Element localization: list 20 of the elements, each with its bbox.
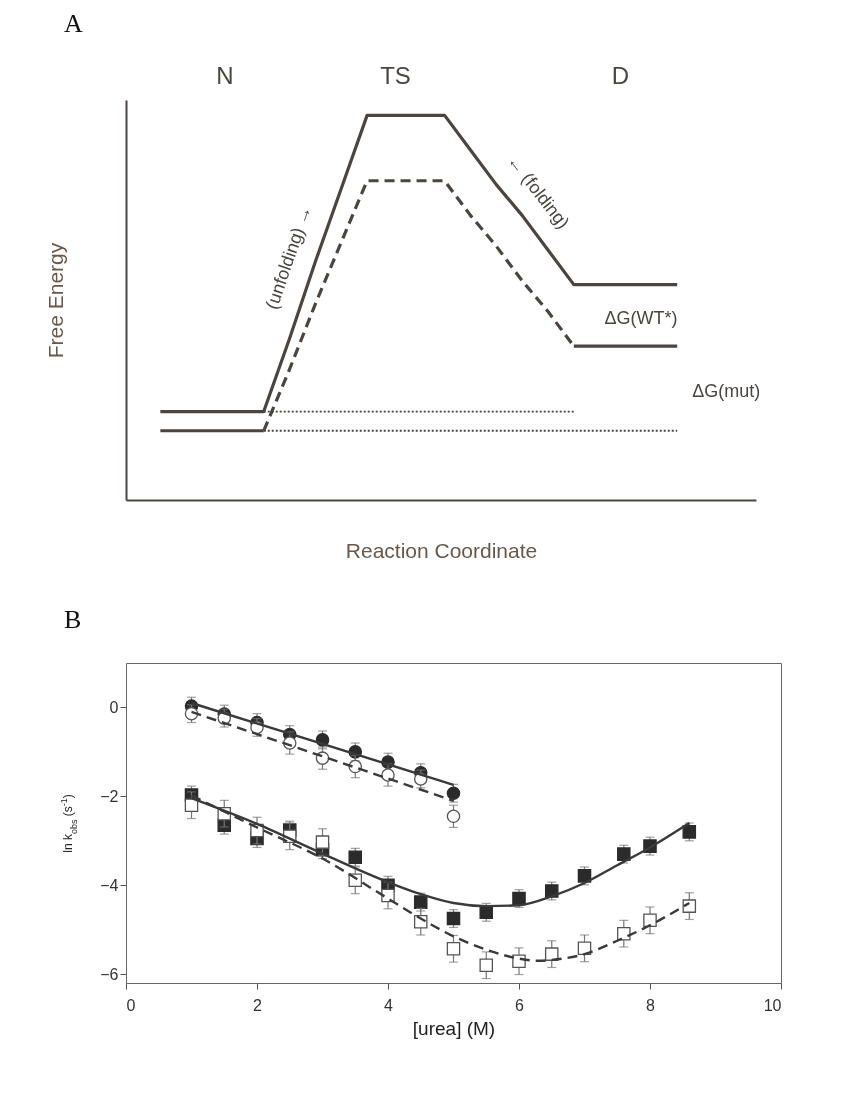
annotation: ΔG(WT*) bbox=[604, 308, 678, 329]
x-tick-label: 8 bbox=[646, 996, 656, 1014]
x-tick-label: 6 bbox=[515, 996, 525, 1014]
y-tick-label: −2 bbox=[100, 787, 119, 805]
x-tick-label: 2 bbox=[253, 996, 263, 1014]
y-tick-label: 0 bbox=[109, 698, 119, 716]
text: ΔG(mut) bbox=[692, 381, 761, 402]
x-tick-label: 4 bbox=[384, 996, 394, 1014]
text: D bbox=[611, 61, 630, 89]
x-axis-title: Reaction Coordinate bbox=[345, 538, 538, 562]
chart-title: B bbox=[64, 605, 82, 634]
x-tick-label: 0 bbox=[126, 996, 136, 1014]
chart-title: A bbox=[64, 8, 83, 38]
x-axis-title: [urea] (M) bbox=[412, 1017, 496, 1039]
text: TS bbox=[380, 61, 411, 89]
y-tick-label: −6 bbox=[100, 965, 119, 983]
y-tick-label: −4 bbox=[100, 876, 119, 894]
x-tick-label: 10 bbox=[763, 996, 782, 1014]
text: N bbox=[216, 61, 234, 89]
y-axis-title: Free Energy bbox=[43, 242, 67, 359]
